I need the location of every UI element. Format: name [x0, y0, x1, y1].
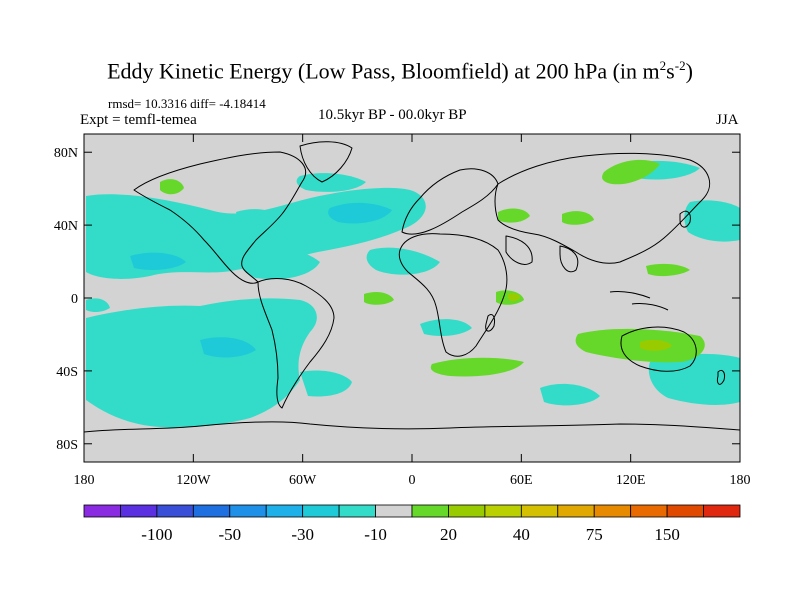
colorbar-swatch [375, 504, 413, 518]
coastlines [84, 141, 740, 433]
lat-tick-label: 80S [56, 438, 78, 453]
lon-tick-label: 120W [176, 473, 211, 488]
experiment-label: Expt = temfl-temea [80, 112, 197, 128]
colorbar-swatch [411, 504, 449, 518]
lat-tick-label: 40S [56, 365, 78, 380]
colorbar: -100 -50 -30 -10 20 40 75 150 [83, 504, 741, 544]
colorbar-label: 75 [586, 525, 603, 544]
colorbar-swatch [229, 504, 267, 518]
period-label: 10.5kyr BP - 00.0kyr BP [318, 107, 467, 123]
colorbar-label: -10 [364, 525, 387, 544]
colorbar-swatch [156, 504, 194, 518]
colorbar-swatch [120, 504, 158, 518]
colorbar-swatch [83, 504, 121, 518]
latitude-axis: 80N 40N 0 40S 80S [54, 146, 740, 453]
colorbar-swatch [448, 504, 486, 518]
lon-tick-label: 60E [510, 473, 533, 488]
anomaly-fields [84, 141, 740, 433]
lon-tick-label: 60W [289, 473, 317, 488]
colorbar-label: -100 [141, 525, 172, 544]
colorbar-swatch [557, 504, 595, 518]
colorbar-label: 20 [440, 525, 457, 544]
map-title: Eddy Kinetic Energy (Low Pass, Bloomfiel… [107, 58, 693, 84]
lon-tick-label: 180 [730, 473, 751, 488]
colorbar-label: -30 [291, 525, 314, 544]
colorbar-swatch [593, 504, 632, 518]
colorbar-swatch [338, 504, 376, 518]
longitude-axis: 180 120W 60W 0 60E 120E 180 [74, 134, 751, 488]
colorbar-label: 150 [654, 525, 680, 544]
positive-anomaly-cores [508, 293, 672, 351]
colorbar-label: -50 [218, 525, 241, 544]
colorbar-swatch [520, 504, 559, 518]
negative-anomaly-cores [130, 202, 392, 358]
colorbar-swatch [192, 504, 231, 518]
colorbar-swatch [484, 504, 522, 518]
colorbar-swatch [302, 504, 340, 518]
season-label: JJA [716, 112, 739, 128]
colorbar-swatch [265, 504, 304, 518]
lon-tick-label: 180 [74, 473, 95, 488]
lat-tick-label: 40N [54, 219, 78, 234]
lon-tick-label: 120E [616, 473, 646, 488]
colorbar-label: 40 [513, 525, 530, 544]
colorbar-swatch [703, 504, 741, 518]
rmsd-diff-stats: rmsd= 10.3316 diff= -4.18414 [108, 96, 266, 111]
lat-tick-label: 0 [71, 292, 78, 307]
colorbar-swatch [666, 504, 704, 518]
colorbar-swatch [630, 504, 668, 518]
lat-tick-label: 80N [54, 146, 78, 161]
lon-tick-label: 0 [409, 473, 416, 488]
